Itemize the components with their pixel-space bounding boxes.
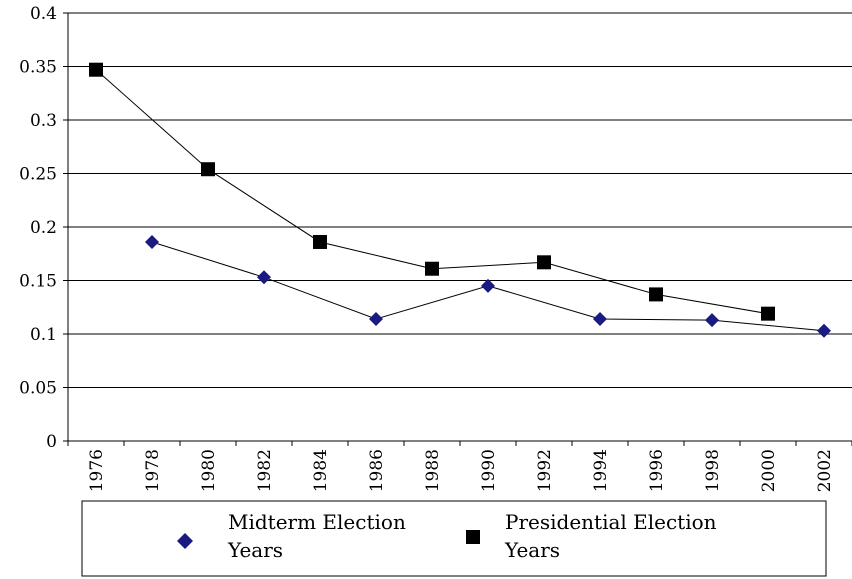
y-tick-label-1: 0.05	[19, 379, 57, 399]
y-tick-label-7: 0.35	[19, 58, 57, 78]
point-presidential-1988	[425, 261, 439, 276]
gridlines	[68, 12, 852, 388]
point-presidential-2000	[761, 306, 775, 321]
x-tick-label-2002: 2002	[815, 449, 835, 492]
x-tick-label-1982: 1982	[255, 449, 275, 492]
x-tick-label-1994: 1994	[591, 449, 611, 492]
point-presidential-1992	[537, 255, 551, 270]
x-tick-label-1978: 1978	[143, 449, 163, 492]
y-tick-label-3: 0.15	[19, 272, 57, 292]
series-midterm	[145, 234, 831, 338]
y-tick-label-2: 0.1	[30, 325, 57, 345]
x-tick-label-1986: 1986	[367, 449, 387, 492]
series-line-1	[95, 69, 769, 315]
x-tick-label-1984: 1984	[311, 449, 331, 492]
legend: Midterm Election Years Presidential Elec…	[81, 500, 827, 577]
point-midterm-1986	[369, 312, 383, 327]
x-tick-label-1990: 1990	[479, 449, 499, 492]
y-tick-label-5: 0.25	[19, 165, 57, 185]
point-presidential-1976	[89, 62, 103, 77]
axes: 0 0.05 0.1 0.15 0.2 0.25 0.3 0.35 0.4 1976 1978 198…	[19, 4, 852, 492]
x-tick-label-2000: 2000	[759, 449, 779, 492]
point-presidential-1996	[649, 287, 663, 302]
x-tick-label-1992: 1992	[535, 449, 555, 492]
point-midterm-1990	[481, 278, 495, 293]
x-tick-label-1996: 1996	[647, 449, 667, 492]
point-presidential-1980	[201, 162, 215, 177]
y-tick-label-6: 0.3	[30, 111, 57, 131]
point-midterm-2002	[817, 323, 831, 338]
x-tick-label-1980: 1980	[199, 449, 219, 492]
x-tick-label-1988: 1988	[423, 449, 443, 492]
x-tick-label-1998: 1998	[703, 449, 723, 492]
legend-marker-midterm	[177, 533, 193, 549]
legend-label-presidential-line1: Presidential Election	[505, 510, 717, 534]
point-midterm-1982	[257, 270, 271, 285]
y-tick-label-8: 0.4	[30, 4, 57, 24]
x-tick-label-1976: 1976	[87, 449, 107, 492]
point-presidential-1984	[313, 234, 327, 249]
point-midterm-1994	[593, 312, 607, 327]
legend-box	[81, 500, 827, 577]
legend-label-midterm-line2: Years	[227, 538, 283, 562]
series	[89, 62, 831, 338]
legend-label-presidential-line2: Years	[504, 538, 560, 562]
y-tick-label-0: 0	[46, 432, 57, 452]
series-presidential	[89, 62, 775, 321]
y-tick-label-4: 0.2	[30, 218, 57, 238]
point-midterm-1978	[145, 234, 159, 249]
point-midterm-1998	[705, 313, 719, 328]
legend-marker-presidential	[466, 530, 480, 544]
legend-label-midterm-line1: Midterm Election	[228, 510, 406, 534]
